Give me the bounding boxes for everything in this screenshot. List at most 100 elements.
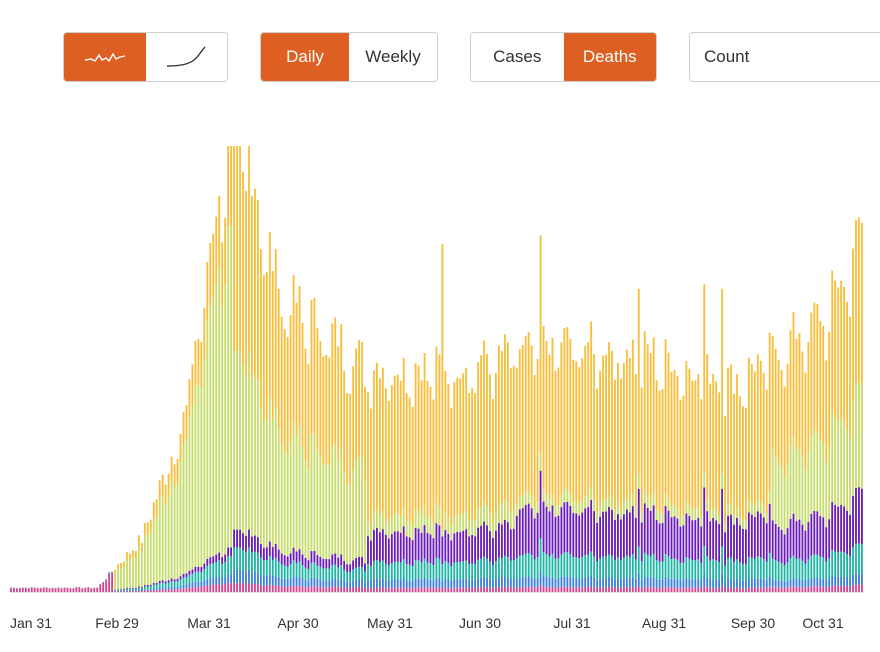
bar-segment bbox=[801, 524, 804, 561]
bar-segment bbox=[182, 574, 185, 578]
bar-segment bbox=[712, 373, 715, 507]
bar-segment bbox=[426, 380, 429, 517]
bar-segment bbox=[471, 388, 474, 519]
bar-segment bbox=[387, 523, 390, 539]
bar-segment bbox=[402, 507, 405, 527]
bar-segment bbox=[423, 525, 426, 559]
bar-segment bbox=[709, 521, 712, 561]
bar-segment bbox=[149, 586, 152, 590]
bar-segment bbox=[575, 557, 578, 579]
bar-segment bbox=[700, 516, 703, 527]
bar-segment bbox=[861, 573, 863, 585]
bar-segment bbox=[93, 588, 96, 592]
bar-segment bbox=[480, 577, 482, 588]
bar-segment bbox=[593, 577, 596, 588]
scale-select[interactable]: Count bbox=[689, 32, 880, 82]
bar-segment bbox=[298, 561, 301, 577]
bar-segment bbox=[301, 578, 304, 587]
bar-segment bbox=[747, 357, 750, 501]
bar-segment bbox=[450, 580, 453, 589]
bar-segment bbox=[688, 558, 691, 579]
bar-segment bbox=[646, 554, 649, 578]
bar-segment bbox=[123, 588, 125, 590]
weekly-button[interactable]: Weekly bbox=[349, 33, 437, 81]
bar-segment bbox=[146, 585, 149, 587]
bar-segment bbox=[536, 557, 539, 579]
bar-segment bbox=[652, 505, 655, 554]
bar-segment bbox=[813, 510, 816, 555]
bar-segment bbox=[387, 400, 390, 524]
bar-segment bbox=[212, 233, 215, 299]
daily-button[interactable]: Daily bbox=[261, 33, 349, 81]
bar-segment bbox=[134, 591, 137, 592]
bar-segment bbox=[254, 583, 256, 592]
cumulative-curve-button[interactable] bbox=[145, 33, 227, 81]
bar-segment bbox=[730, 587, 732, 592]
bar-segment bbox=[477, 559, 480, 579]
bar-segment bbox=[753, 578, 756, 588]
bar-segment bbox=[759, 501, 762, 514]
bar-segment bbox=[340, 324, 343, 448]
bar-segment bbox=[596, 388, 599, 513]
bar-segment bbox=[500, 505, 503, 525]
bar-segment bbox=[164, 583, 167, 588]
bar-segment bbox=[301, 446, 304, 555]
bar-segment bbox=[310, 586, 313, 592]
bar-segment bbox=[408, 564, 411, 581]
bar-segment bbox=[194, 340, 197, 386]
bar-segment bbox=[227, 226, 230, 548]
daily-sparkline-button[interactable] bbox=[64, 33, 146, 81]
bar-segment bbox=[756, 556, 759, 578]
bar-segment bbox=[664, 576, 667, 587]
bar-segment bbox=[828, 331, 831, 447]
bar-segment bbox=[242, 549, 244, 571]
bar-segment bbox=[614, 579, 616, 588]
bar-segment bbox=[236, 547, 238, 570]
deaths-button[interactable]: Deaths bbox=[563, 33, 656, 81]
bar-segment bbox=[768, 576, 771, 587]
bar-segment bbox=[742, 564, 744, 581]
bar-segment bbox=[492, 564, 494, 581]
bar-segment bbox=[140, 542, 143, 552]
bar-segment bbox=[126, 588, 128, 591]
bar-segment bbox=[489, 531, 491, 562]
bar-segment bbox=[396, 513, 399, 532]
bar-segment bbox=[605, 511, 607, 557]
bar-segment bbox=[408, 588, 411, 592]
bar-segment bbox=[524, 505, 527, 554]
cases-button[interactable]: Cases bbox=[471, 33, 564, 81]
bar-segment bbox=[343, 561, 346, 570]
bar-segment bbox=[527, 586, 530, 592]
bar-segment bbox=[262, 560, 265, 577]
bar-segment bbox=[387, 565, 390, 581]
bar-segment bbox=[542, 576, 545, 587]
bar-segment bbox=[24, 587, 27, 592]
bar-segment bbox=[129, 553, 131, 561]
bar-segment bbox=[370, 580, 372, 589]
bar-segment bbox=[783, 587, 786, 592]
bar-segment bbox=[444, 512, 447, 531]
bar-segment bbox=[560, 494, 563, 508]
bar-segment bbox=[843, 552, 846, 577]
bar-segment bbox=[426, 562, 429, 580]
bar-segment bbox=[164, 484, 167, 505]
bar-segment bbox=[471, 518, 474, 535]
bar-segment bbox=[420, 587, 423, 592]
bar-segment bbox=[709, 383, 712, 511]
bar-segment bbox=[500, 587, 503, 592]
bar-segment bbox=[667, 352, 670, 499]
bar-segment bbox=[521, 495, 524, 509]
x-tick-label: Oct 31 bbox=[802, 615, 843, 631]
bar-segment bbox=[515, 504, 518, 516]
bar-segment bbox=[673, 558, 676, 579]
bar-segment bbox=[218, 195, 221, 268]
bar-segment bbox=[384, 518, 387, 535]
bar-segment bbox=[477, 578, 480, 588]
bar-segment bbox=[795, 559, 798, 580]
bar-segment bbox=[527, 332, 530, 491]
bar-segment bbox=[185, 588, 188, 592]
bar-segment bbox=[801, 457, 804, 525]
bar-segment bbox=[120, 591, 122, 592]
bar-segment bbox=[584, 577, 587, 588]
bar-segment bbox=[307, 468, 310, 561]
